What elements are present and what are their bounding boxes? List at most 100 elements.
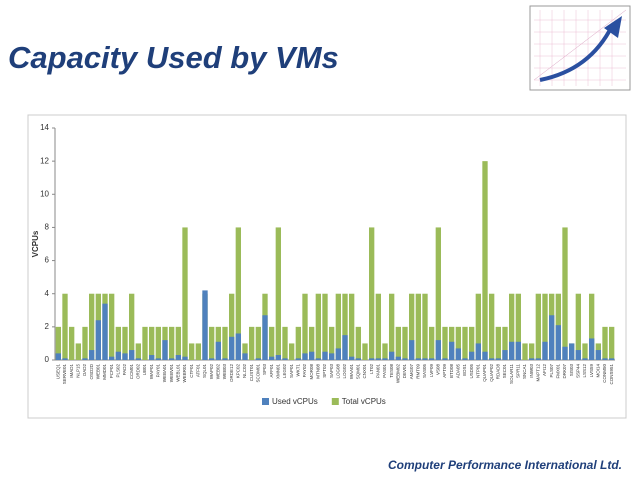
x-tick-label: IMAD1 [69,364,74,378]
bar [395,356,401,360]
bar [109,356,115,360]
bar [442,326,448,360]
bar [115,326,121,360]
bar [429,326,435,360]
bar [575,293,581,360]
x-tick-label: MAPT12 [536,364,541,382]
bar [175,355,181,360]
x-tick-label: WEB01 [96,364,101,380]
y-tick-label: 10 [40,189,49,198]
bar [269,356,275,360]
bar [275,355,281,360]
bar [482,351,488,360]
x-tick-label: MOR08 [309,364,314,380]
x-tick-label: TES08 [389,364,394,378]
bar [369,227,375,360]
x-tick-label: EDS1 [462,364,467,376]
bar [55,326,61,360]
bar [569,343,575,360]
bar [142,326,148,360]
bar [469,351,475,360]
x-tick-label: APT09 [442,364,447,378]
x-tick-label: NLC02 [242,364,247,379]
x-tick-label: INW03 [529,364,534,378]
x-tick-label: CONM50 [602,364,607,383]
bar [89,350,95,360]
x-tick-label: LOG02 [342,364,347,379]
x-tick-label: MMD01 [102,364,107,380]
bar [149,326,155,360]
x-tick-label: QUAP01 [482,364,487,382]
bar [175,326,181,360]
x-tick-label: AFF01 [269,364,274,378]
x-tick-label: CCM01 [129,364,134,380]
y-tick-label: 14 [40,123,49,132]
x-tick-label: LOG08 [336,364,341,379]
bar [69,326,75,360]
bar [602,358,608,360]
bar [375,293,381,360]
bar [355,358,361,360]
bar [95,320,101,360]
x-tick-label: ORDE12 [229,364,234,383]
bar [215,341,221,360]
logo [529,5,631,91]
bar [602,326,608,360]
bar [275,227,281,360]
bar [255,358,261,360]
bar [362,343,368,360]
bar [489,358,495,360]
bar [262,315,268,360]
x-tick-label: DEV01 [402,364,407,379]
bar [435,227,441,360]
bar [289,343,295,360]
x-tick-label: VS08 [436,364,441,376]
bar [129,293,135,360]
bar [169,326,175,360]
bar [482,161,488,360]
bar [409,340,415,360]
x-tick-label: CNX01 [362,364,367,379]
x-tick-label: LT02 [369,364,374,374]
bar [349,293,355,360]
legend-label: Used vCPUs [272,397,318,406]
bar [409,293,415,360]
x-tick-label: PAY01 [156,364,161,378]
bar [335,348,341,360]
bar [229,293,235,360]
x-tick-label: LVS59 [589,364,594,378]
bar [162,340,168,360]
bar [529,358,535,360]
x-tick-label: SPR11 [516,364,521,378]
x-tick-label: CUST01 [249,364,254,382]
x-tick-label: AFI12 [542,364,547,377]
bar [449,341,455,360]
bar [342,335,348,360]
bar [355,326,361,360]
bar [435,340,441,360]
y-tick-label: 12 [40,156,49,165]
bar [382,358,388,360]
bar [549,315,555,360]
legend-swatch [331,398,339,405]
bar [235,333,241,360]
bar [542,341,548,360]
x-tick-label: WEBM02 [396,364,401,384]
x-tick-label: SPT02 [322,364,327,378]
x-tick-label: OAD2 [82,364,87,377]
bar [115,351,121,360]
bar [135,358,141,360]
footer: Computer Performance International Ltd. [388,458,622,472]
bar [209,326,215,360]
bar [515,293,521,360]
y-axis-label: VCPUs [31,230,40,257]
x-tick-label: WAA01 [349,364,354,380]
x-tick-label: SERVE01 [62,364,67,385]
bar [309,326,315,360]
bar [242,343,248,360]
x-tick-label: PAY02 [302,364,307,378]
x-tick-label: WEB02 [216,364,221,380]
legend-swatch [262,398,269,405]
bar [609,358,615,360]
x-tick-label: RDAD8 [496,364,501,380]
